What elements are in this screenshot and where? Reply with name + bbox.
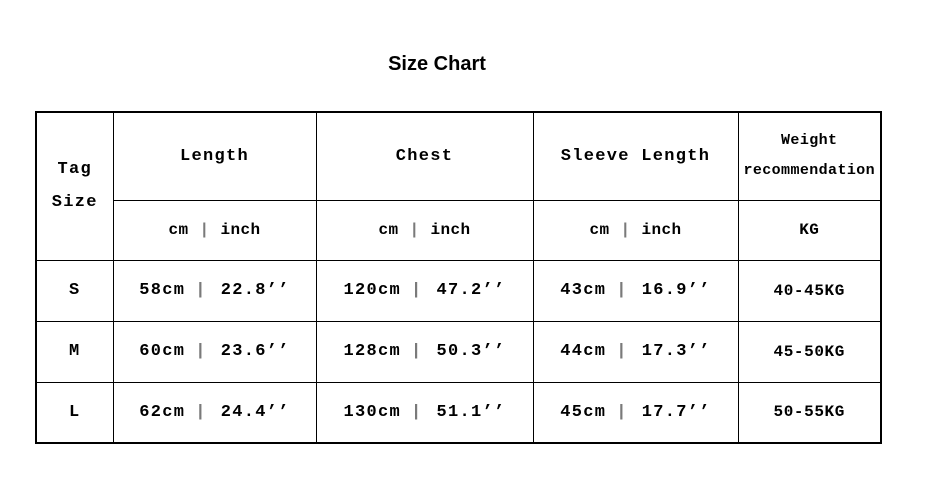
tag-size-line1: Tag bbox=[57, 160, 92, 180]
weight-header-line2: recommendation bbox=[743, 162, 876, 180]
size-chart-table: Tag Size Length Chest Sleeve Length Weig… bbox=[35, 111, 882, 444]
weight-header-line1: Weight bbox=[781, 132, 838, 150]
sleeve-cm-value: 45cm bbox=[560, 402, 607, 422]
value-separator: | bbox=[410, 281, 423, 300]
cell-tag-size: S bbox=[35, 259, 114, 322]
cell-chest: 130cm | 51.1’’ bbox=[315, 381, 534, 444]
cell-weight-recommendation: 40-45KG bbox=[737, 259, 882, 322]
unit-inch-label: inch bbox=[430, 221, 471, 239]
chest-inch-value: 50.3’’ bbox=[436, 342, 506, 361]
header-cell-sleeve-length: Sleeve Length bbox=[532, 111, 739, 201]
length-cm-value: 58cm bbox=[139, 281, 186, 300]
value-separator: | bbox=[410, 342, 423, 361]
sleeve-cm-value: 44cm bbox=[560, 342, 607, 361]
value-separator: | bbox=[616, 342, 628, 361]
cell-tag-size: M bbox=[35, 320, 114, 383]
header-cell-chest: Chest bbox=[315, 111, 534, 201]
cell-sleeve-length: 44cm | 17.3’’ bbox=[532, 320, 739, 383]
value-separator: | bbox=[195, 342, 207, 361]
header-cell-weight-recommendation: Weight recommendation bbox=[737, 111, 882, 201]
units-cell-weight-kg: KG bbox=[737, 199, 882, 261]
units-cell-length: cm | inch bbox=[112, 199, 317, 261]
length-cm-value: 62cm bbox=[139, 402, 186, 422]
length-inch-value: 22.8’’ bbox=[220, 281, 290, 300]
unit-separator: | bbox=[620, 221, 631, 239]
value-separator: | bbox=[195, 402, 207, 422]
length-inch-value: 24.4’’ bbox=[220, 402, 290, 422]
cell-chest: 128cm | 50.3’’ bbox=[315, 320, 534, 383]
cell-length: 60cm | 23.6’’ bbox=[112, 320, 317, 383]
cell-sleeve-length: 45cm | 17.7’’ bbox=[532, 381, 739, 444]
tag-size-line2: Size bbox=[51, 193, 98, 213]
unit-cm-label: cm bbox=[378, 221, 399, 239]
header-row-units: cm | inch cm | inch cm | inch KG bbox=[36, 199, 882, 261]
header-row-labels: Tag Size Length Chest Sleeve Length Weig… bbox=[35, 111, 882, 261]
unit-inch-label: inch bbox=[641, 221, 682, 239]
value-separator: | bbox=[616, 281, 628, 300]
chest-inch-value: 47.2’’ bbox=[436, 281, 506, 300]
cell-sleeve-length: 43cm | 16.9’’ bbox=[532, 259, 739, 322]
cell-length: 58cm | 22.8’’ bbox=[112, 259, 317, 322]
chest-cm-value: 130cm bbox=[343, 402, 401, 422]
header-cell-length: Length bbox=[112, 111, 317, 201]
table-row-size-m: M 60cm | 23.6’’ 128cm | 50.3’’ 44cm | 17.3’’ 4… bbox=[35, 320, 882, 383]
value-separator: | bbox=[195, 281, 207, 300]
units-cell-sleeve-length: cm | inch bbox=[532, 199, 739, 261]
length-inch-value: 23.6’’ bbox=[220, 342, 290, 361]
units-cell-chest: cm | inch bbox=[315, 199, 534, 261]
cell-chest: 120cm | 47.2’’ bbox=[315, 259, 534, 322]
value-separator: | bbox=[616, 402, 628, 422]
unit-inch-label: inch bbox=[220, 221, 261, 239]
sleeve-inch-value: 16.9’’ bbox=[641, 281, 711, 300]
table-row-size-l: L 62cm | 24.4’’ 130cm | 51.1’’ 45cm | 17.7’’ 5… bbox=[35, 381, 882, 444]
cell-tag-size: L bbox=[35, 381, 114, 444]
chest-inch-value: 51.1’’ bbox=[436, 402, 506, 422]
unit-cm-label: cm bbox=[168, 221, 189, 239]
cell-weight-recommendation: 45-50KG bbox=[737, 320, 882, 383]
length-cm-value: 60cm bbox=[139, 342, 186, 361]
table-row-size-s: S 58cm | 22.8’’ 120cm | 47.2’’ 43cm | 16.9’’ 4… bbox=[35, 259, 882, 322]
chest-cm-value: 120cm bbox=[343, 281, 401, 300]
cell-weight-recommendation: 50-55KG bbox=[737, 381, 882, 444]
chest-cm-value: 128cm bbox=[343, 342, 401, 361]
sleeve-inch-value: 17.3’’ bbox=[641, 342, 711, 361]
value-separator: | bbox=[410, 402, 423, 422]
sleeve-cm-value: 43cm bbox=[560, 281, 607, 300]
cell-length: 62cm | 24.4’’ bbox=[112, 381, 317, 444]
header-cell-tag-size: Tag Size bbox=[35, 111, 114, 261]
unit-cm-label: cm bbox=[589, 221, 610, 239]
sleeve-inch-value: 17.7’’ bbox=[641, 402, 711, 422]
page-title: Size Chart bbox=[388, 53, 486, 75]
unit-separator: | bbox=[199, 221, 210, 239]
unit-separator: | bbox=[409, 221, 420, 239]
